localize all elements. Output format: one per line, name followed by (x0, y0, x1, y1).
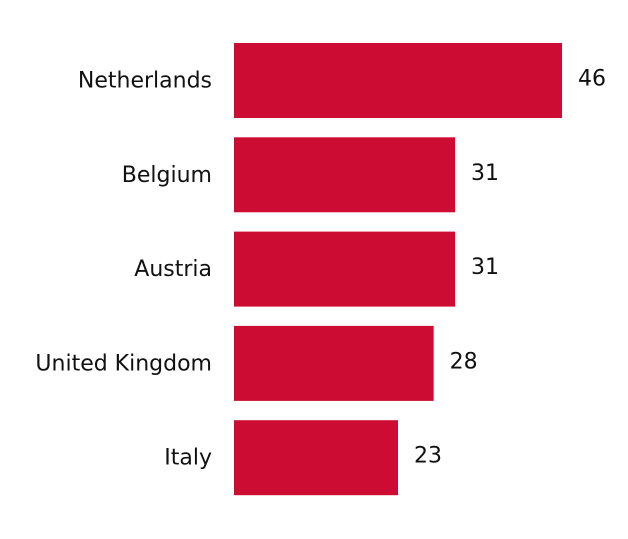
category-label: Italy (164, 446, 212, 471)
value-label: 46 (578, 67, 606, 92)
bar (234, 137, 456, 213)
value-label: 31 (471, 161, 499, 186)
value-label: 28 (450, 349, 478, 374)
category-label: United Kingdom (35, 351, 212, 376)
bar (234, 231, 456, 307)
category-label: Belgium (122, 163, 212, 188)
value-label: 23 (414, 444, 442, 469)
category-label: Netherlands (78, 69, 212, 94)
value-label: 31 (471, 255, 499, 280)
bar (234, 43, 562, 118)
category-label: Austria (134, 257, 212, 282)
bar (234, 420, 398, 496)
bar (234, 325, 434, 401)
